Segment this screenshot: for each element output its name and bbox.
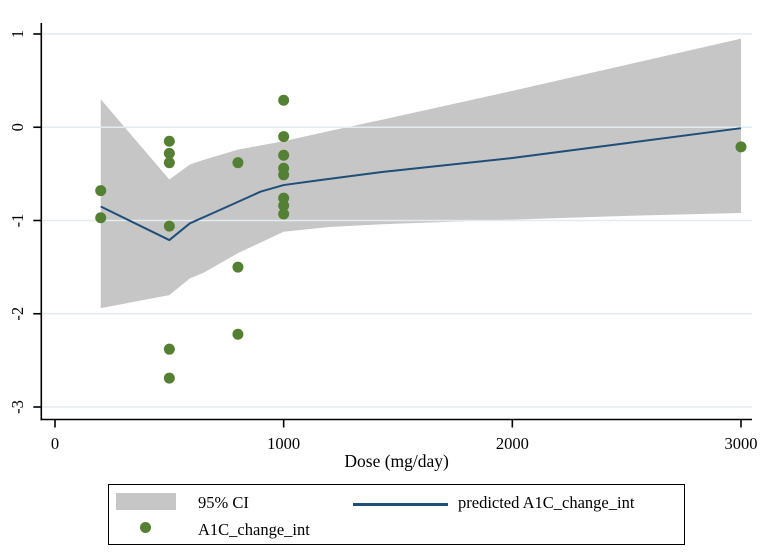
y-tick-label: -2 bbox=[8, 307, 27, 321]
legend-line-swatch bbox=[353, 503, 448, 506]
x-tick-label: 0 bbox=[51, 434, 59, 453]
legend-ci-label: 95% CI bbox=[198, 493, 249, 512]
legend: 95% CI predicted A1C_change_int A1C_chan… bbox=[108, 484, 685, 545]
scatter-point bbox=[95, 185, 107, 197]
scatter-point bbox=[278, 200, 290, 212]
legend-scatter-label: A1C_change_int bbox=[198, 520, 310, 539]
plot-area: 1 0 -1 -2 -3 0 1000 2000 3000 Dose (mg/day) bbox=[8, 23, 758, 471]
legend-scatter-swatch bbox=[140, 522, 151, 533]
scatter-point bbox=[232, 261, 244, 273]
legend-ci-swatch bbox=[116, 493, 176, 510]
x-tick-label: 1000 bbox=[267, 434, 300, 453]
y-tick-label: -3 bbox=[8, 400, 27, 414]
scatter-point bbox=[278, 149, 290, 161]
scatter-point bbox=[278, 131, 290, 143]
scatter-point bbox=[232, 328, 244, 340]
y-tick-label: 1 bbox=[8, 30, 27, 38]
x-axis-title: Dose (mg/day) bbox=[344, 451, 449, 471]
scatter-point bbox=[232, 157, 244, 169]
scatter-point bbox=[735, 141, 747, 153]
ci-band-area bbox=[100, 38, 741, 309]
predicted-line bbox=[100, 127, 742, 242]
legend-line-label: predicted A1C_change_int bbox=[458, 493, 635, 512]
x-tick-label: 3000 bbox=[725, 434, 758, 453]
scatter-point bbox=[163, 147, 175, 159]
scatter-point bbox=[163, 220, 175, 232]
y-tick-label: 0 bbox=[8, 123, 27, 131]
scatter-point bbox=[163, 157, 175, 169]
scatter-point bbox=[278, 208, 290, 220]
y-tick-label: -1 bbox=[8, 214, 27, 228]
scatter-point bbox=[163, 343, 175, 355]
scatter-point bbox=[278, 169, 290, 181]
scatter-point bbox=[95, 212, 107, 224]
scatter-point bbox=[163, 372, 175, 384]
x-tick-label: 2000 bbox=[496, 434, 529, 453]
scatter-point bbox=[163, 135, 175, 147]
scatter-point bbox=[278, 94, 290, 106]
